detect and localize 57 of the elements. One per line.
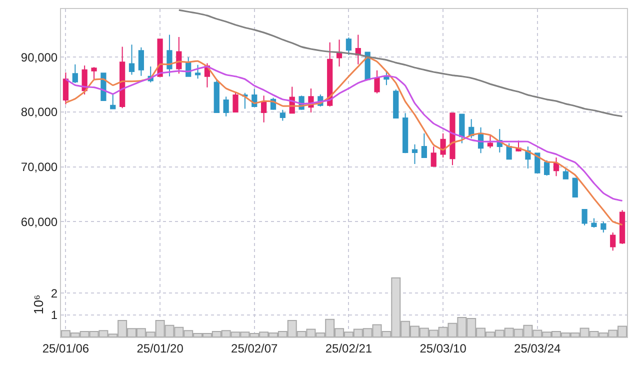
x-tick-label: 25/02/21 bbox=[325, 341, 372, 356]
candlestick bbox=[280, 109, 286, 122]
candlestick bbox=[138, 46, 144, 76]
candlestick bbox=[534, 152, 540, 174]
candlestick bbox=[600, 221, 606, 234]
y-axis-title: 10⁶ bbox=[30, 294, 46, 314]
candlestick bbox=[214, 78, 220, 114]
x-tick-label: 25/03/10 bbox=[420, 341, 467, 356]
x-tick-label: 25/02/07 bbox=[231, 341, 278, 356]
candlestick bbox=[393, 89, 399, 119]
candlestick bbox=[120, 46, 126, 109]
candlestick bbox=[450, 112, 456, 166]
candlestick bbox=[110, 94, 116, 110]
candlestick bbox=[402, 112, 408, 154]
candlestick bbox=[166, 34, 172, 77]
candlestick bbox=[544, 160, 550, 176]
candlestick bbox=[91, 66, 97, 80]
candlestick bbox=[440, 132, 446, 158]
candlestick bbox=[346, 36, 352, 56]
y-tick-label: 60,000 bbox=[20, 214, 58, 229]
candlestick bbox=[374, 70, 380, 94]
candlestick bbox=[336, 39, 342, 68]
x-tick-label: 25/03/24 bbox=[514, 341, 562, 356]
candlestick bbox=[72, 64, 78, 84]
candlestick bbox=[591, 218, 597, 228]
candlestick bbox=[194, 64, 201, 80]
candlestick bbox=[242, 92, 248, 110]
y-tick-label: 80,000 bbox=[20, 105, 58, 120]
candlestick bbox=[412, 144, 418, 165]
candlestick bbox=[487, 134, 494, 149]
candlestick bbox=[525, 146, 531, 169]
line-series bbox=[178, 9, 624, 118]
line-series bbox=[64, 56, 624, 226]
candlestick bbox=[232, 91, 238, 113]
candlestick bbox=[582, 209, 588, 226]
candlestick bbox=[572, 178, 578, 198]
candlestick bbox=[355, 34, 361, 65]
candlestick bbox=[553, 156, 560, 177]
y-tick-label: 70,000 bbox=[20, 160, 58, 174]
candlestick bbox=[176, 36, 182, 74]
x-tick-label: 25/01/20 bbox=[136, 341, 184, 356]
candlestick bbox=[261, 95, 267, 123]
candlestick bbox=[128, 44, 135, 76]
line-series bbox=[64, 66, 624, 202]
candlestick bbox=[62, 72, 69, 105]
y-tick-label: 90,000 bbox=[20, 50, 58, 64]
y-tick-label: 1 bbox=[50, 308, 58, 322]
candlestick bbox=[430, 146, 436, 168]
candlestick bbox=[223, 96, 229, 117]
candlestick bbox=[562, 168, 568, 180]
candlestick bbox=[619, 210, 626, 245]
candlestick bbox=[610, 232, 616, 252]
candlestick bbox=[421, 132, 427, 159]
candlestick bbox=[327, 42, 333, 108]
x-tick-label: 25/01/06 bbox=[42, 341, 90, 356]
candlestick bbox=[459, 114, 465, 144]
y-tick-label: 2 bbox=[50, 286, 58, 300]
